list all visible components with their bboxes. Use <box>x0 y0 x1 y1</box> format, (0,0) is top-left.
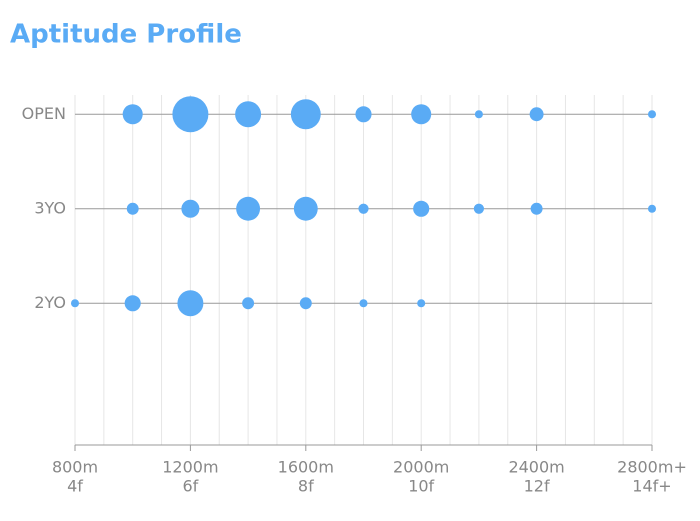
bubble <box>359 299 368 308</box>
bubble <box>177 290 204 317</box>
x-tick-label: 4f <box>67 477 83 496</box>
bubble <box>417 299 426 308</box>
bubble <box>358 203 369 214</box>
x-tick-label: 2800m+ <box>617 458 687 477</box>
y-tick-label: 3YO <box>34 198 66 217</box>
y-tick-label: 2YO <box>34 293 66 312</box>
bubble <box>70 299 80 308</box>
x-tick-label: 10f <box>408 477 434 496</box>
bubble <box>293 196 318 221</box>
x-tick-label: 1600m <box>278 458 334 477</box>
bubble <box>236 196 261 221</box>
bubble <box>124 295 141 312</box>
bubble <box>530 202 543 215</box>
bubble <box>126 202 139 215</box>
bubble <box>355 106 372 123</box>
x-tick-label: 800m <box>52 458 98 477</box>
bubble <box>172 96 209 133</box>
bubble <box>473 203 484 214</box>
y-tick-label: OPEN <box>22 104 66 123</box>
bubble <box>647 204 657 213</box>
x-tick-label: 1200m <box>162 458 218 477</box>
bubble <box>413 200 430 217</box>
x-tick-label: 12f <box>524 477 550 496</box>
bubble <box>529 107 544 122</box>
bubble <box>235 101 262 128</box>
bubble <box>647 110 657 119</box>
bubble <box>242 297 255 310</box>
x-tick-label: 6f <box>182 477 198 496</box>
chart-title: Aptitude Profile <box>10 20 242 50</box>
x-tick-label: 2400m <box>508 458 564 477</box>
bubble <box>474 110 483 119</box>
x-tick-label: 2000m <box>393 458 449 477</box>
bubble <box>181 199 200 218</box>
bubble <box>122 104 143 125</box>
x-tick-label: 14f+ <box>632 477 671 496</box>
bubble <box>290 99 321 130</box>
bubble <box>299 297 312 310</box>
bubble <box>411 104 432 125</box>
x-tick-label: 8f <box>298 477 314 496</box>
